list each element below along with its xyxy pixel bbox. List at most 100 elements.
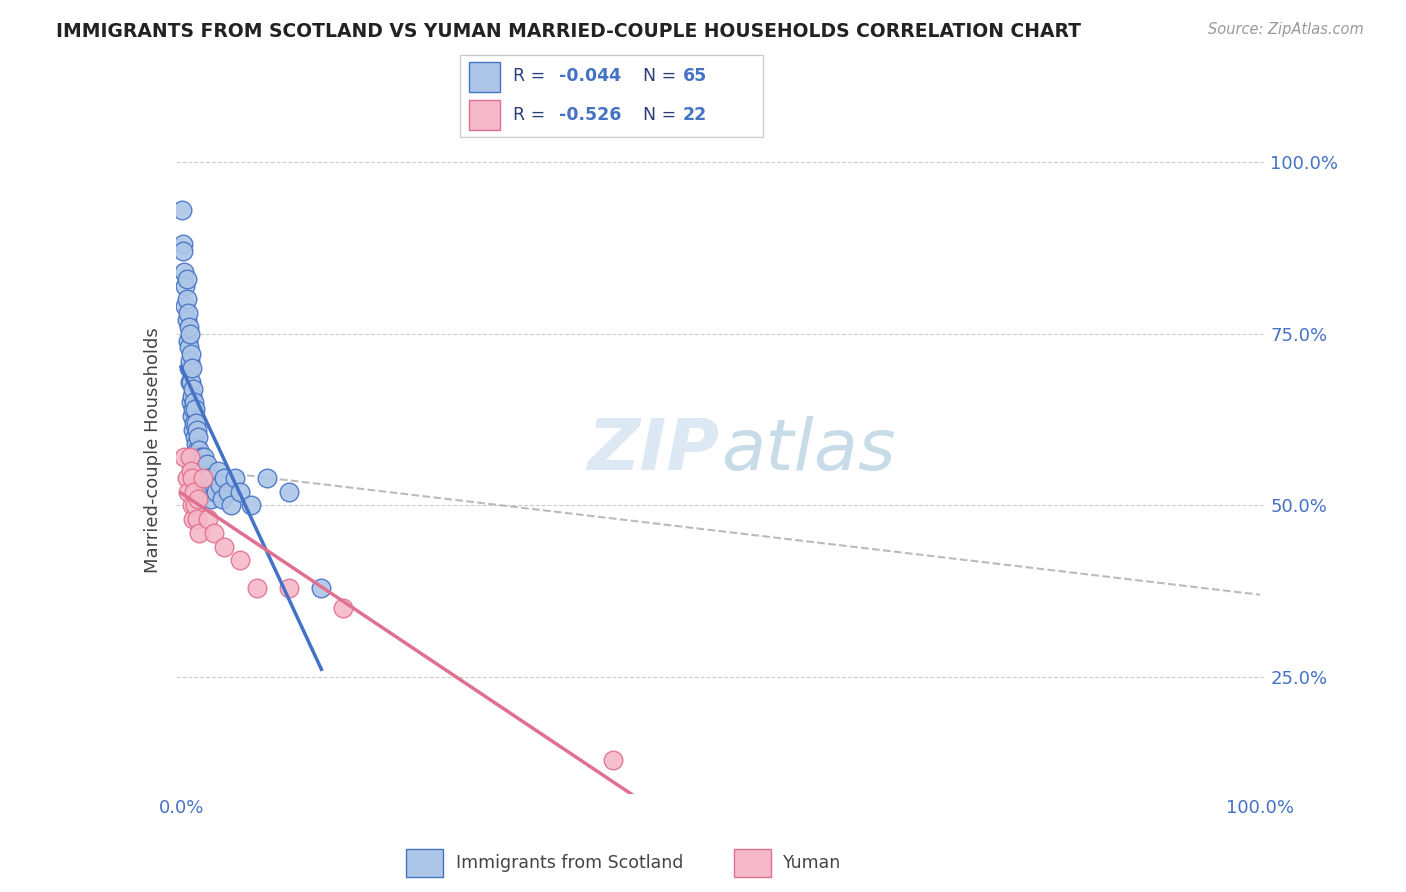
Point (187, 450, 209, 465)
Point (181, 499, 204, 513)
Point (202, 525, 225, 540)
Point (176, 334, 198, 348)
Point (219, 499, 242, 513)
Point (176, 272, 198, 286)
Point (186, 464, 208, 478)
Point (176, 306, 198, 320)
Point (186, 423, 208, 437)
Point (181, 402, 204, 417)
Point (229, 484, 252, 499)
Point (176, 293, 198, 307)
Text: Source: ZipAtlas.com: Source: ZipAtlas.com (1208, 22, 1364, 37)
Point (217, 484, 239, 499)
Point (174, 278, 197, 293)
FancyBboxPatch shape (470, 62, 501, 92)
Point (181, 409, 204, 424)
Point (176, 484, 198, 499)
Point (172, 244, 194, 259)
Text: R =: R = (513, 105, 550, 123)
Point (174, 299, 197, 313)
Point (198, 484, 221, 499)
FancyBboxPatch shape (470, 100, 501, 130)
Point (190, 450, 212, 465)
Point (184, 499, 207, 513)
Text: atlas: atlas (721, 416, 896, 485)
Point (193, 450, 215, 465)
Text: ZIP: ZIP (588, 416, 721, 485)
Text: N =: N = (643, 68, 682, 86)
Point (176, 471, 198, 485)
Text: R =: R = (513, 68, 550, 86)
Point (172, 203, 194, 218)
Point (187, 491, 209, 506)
Text: 65: 65 (683, 68, 707, 86)
Point (183, 395, 205, 409)
Point (190, 457, 212, 471)
Point (229, 553, 252, 567)
FancyBboxPatch shape (406, 849, 443, 877)
Y-axis label: Married-couple Households: Married-couple Households (143, 327, 162, 574)
Point (186, 512, 208, 526)
Point (194, 471, 217, 485)
Point (208, 478, 231, 492)
Point (177, 361, 200, 376)
Point (181, 388, 204, 402)
Point (179, 375, 201, 389)
Point (256, 471, 278, 485)
Point (188, 525, 211, 540)
Text: IMMIGRANTS FROM SCOTLAND VS YUMAN MARRIED-COUPLE HOUSEHOLDS CORRELATION CHART: IMMIGRANTS FROM SCOTLAND VS YUMAN MARRIE… (56, 22, 1081, 41)
Point (191, 464, 214, 478)
Point (190, 471, 212, 485)
Point (173, 450, 195, 465)
Point (278, 581, 301, 595)
Point (188, 443, 211, 458)
Point (181, 512, 204, 526)
Point (179, 354, 201, 368)
Point (176, 313, 198, 327)
Point (191, 484, 214, 499)
Point (181, 471, 204, 485)
Text: Immigrants from Scotland: Immigrants from Scotland (456, 854, 683, 872)
Point (195, 457, 218, 471)
Point (177, 340, 200, 354)
Point (179, 326, 201, 341)
Point (194, 478, 217, 492)
Point (172, 237, 194, 252)
Point (191, 471, 214, 485)
Point (207, 464, 229, 478)
Text: -0.044: -0.044 (560, 68, 621, 86)
Point (177, 319, 200, 334)
Text: -0.526: -0.526 (560, 105, 621, 123)
Point (184, 430, 207, 444)
Point (211, 491, 233, 506)
Text: 22: 22 (683, 105, 707, 123)
FancyBboxPatch shape (734, 849, 770, 877)
Point (214, 471, 236, 485)
Point (181, 382, 204, 396)
Text: N =: N = (643, 105, 682, 123)
Point (186, 443, 208, 458)
Point (173, 265, 195, 279)
Point (180, 464, 202, 478)
Point (332, 601, 354, 615)
Point (278, 484, 301, 499)
FancyBboxPatch shape (460, 55, 763, 136)
Point (184, 402, 207, 417)
Point (214, 540, 236, 554)
Point (183, 416, 205, 430)
Point (200, 491, 222, 506)
Point (202, 478, 225, 492)
Point (183, 484, 205, 499)
Point (186, 436, 208, 450)
Point (180, 375, 202, 389)
Point (204, 484, 226, 499)
Point (179, 450, 201, 465)
Point (186, 416, 208, 430)
Point (180, 395, 202, 409)
Point (200, 471, 222, 485)
Point (224, 471, 246, 485)
Point (181, 361, 204, 376)
Point (197, 512, 219, 526)
Point (246, 581, 269, 595)
Point (181, 423, 204, 437)
